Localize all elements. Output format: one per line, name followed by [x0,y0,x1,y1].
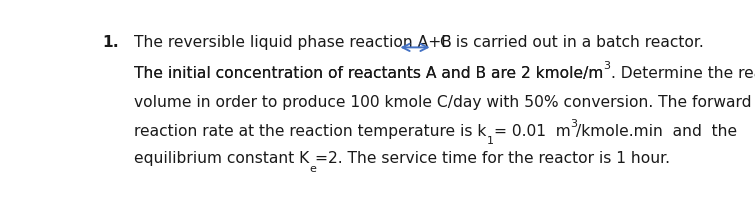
Text: reaction rate at the reaction temperature is k: reaction rate at the reaction temperatur… [134,124,486,139]
Text: . Determine the reactor: . Determine the reactor [611,66,755,81]
Text: C is carried out in a batch reactor.: C is carried out in a batch reactor. [439,35,704,50]
Text: 1: 1 [486,136,494,146]
Text: volume in order to produce 100 kmole C/day with 50% conversion. The forward: volume in order to produce 100 kmole C/d… [134,95,752,110]
Text: equilibrium constant K: equilibrium constant K [134,151,310,166]
Text: /kmole.min  and  the: /kmole.min and the [576,124,738,139]
Text: =2. The service time for the reactor is 1 hour.: =2. The service time for the reactor is … [316,151,670,166]
Text: = 0.01  m: = 0.01 m [494,124,570,139]
Text: The reversible liquid phase reaction A+B: The reversible liquid phase reaction A+B [134,35,457,50]
Text: 1.: 1. [102,35,119,50]
Text: e: e [310,164,316,174]
Text: The initial concentration of reactants A and B are 2 kmole/m: The initial concentration of reactants A… [134,66,603,81]
Text: 3: 3 [570,119,578,129]
Text: 3: 3 [603,62,611,71]
Text: The initial concentration of reactants A and B are 2 kmole/m: The initial concentration of reactants A… [134,66,603,81]
